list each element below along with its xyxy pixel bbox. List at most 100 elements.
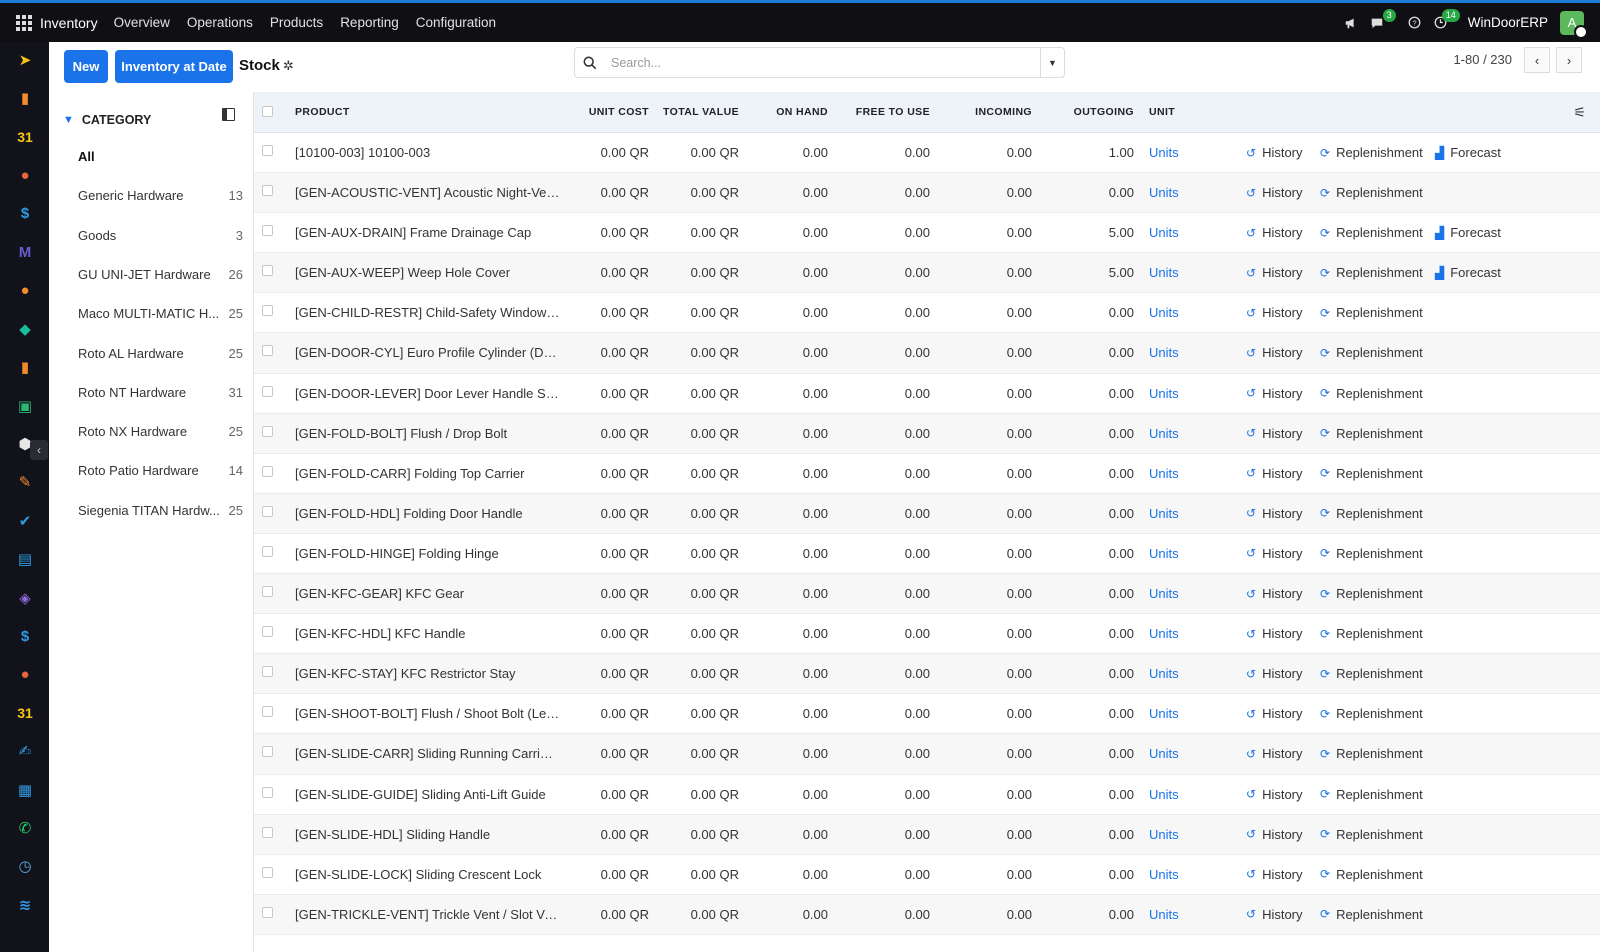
new-button[interactable]: New [64, 50, 108, 83]
header-free-to-use[interactable]: FREE TO USE [855, 106, 930, 118]
manufacturing-icon[interactable]: ◈ [19, 589, 31, 607]
table-row[interactable]: [10100-003] 10100-003 0.00 QR 0.00 QR 0.00 0… [254, 133, 1600, 174]
forecast-button[interactable]: ▟ Forecast [1435, 265, 1501, 280]
dashboard-icon[interactable]: ▮ [20, 90, 30, 108]
calendar-icon[interactable]: 31 [17, 128, 33, 145]
replenishment-button[interactable]: ⟳ Replenishment [1320, 386, 1423, 401]
product-name[interactable]: [GEN-KFC-STAY] KFC Restrictor Stay [295, 666, 516, 682]
history-button[interactable]: ↺ History [1246, 746, 1303, 761]
unit-link[interactable]: Units [1149, 225, 1179, 241]
chevron-left-icon[interactable]: ‹ [1524, 47, 1550, 73]
product-name[interactable]: [GEN-FOLD-HDL] Folding Door Handle [295, 505, 523, 521]
table-row[interactable]: [GEN-SLIDE-CARR] Sliding Running Carriag… [254, 734, 1600, 775]
table-row[interactable]: [GEN-DOOR-LEVER] Door Lever Handle Set (… [254, 374, 1600, 414]
search-bar[interactable]: Search... ▼ [574, 47, 1065, 78]
table-row[interactable]: [GEN-KFC-STAY] KFC Restrictor Stay 0.00 Q… [254, 654, 1600, 695]
unit-link[interactable]: Units [1149, 545, 1179, 561]
product-name[interactable]: [GEN-ACOUSTIC-VENT] Acoustic Night-Ven..… [295, 185, 560, 201]
select-all-checkbox[interactable] [262, 106, 273, 117]
edit-icon[interactable]: ✎ [18, 474, 32, 492]
history-button[interactable]: ↺ History [1246, 867, 1303, 882]
row-checkbox[interactable] [262, 906, 273, 918]
product-name[interactable]: [GEN-AUX-WEEP] Weep Hole Cover [295, 265, 511, 281]
project-icon[interactable]: ✔ [18, 512, 32, 530]
history-button[interactable]: ↺ History [1246, 265, 1303, 280]
unit-link[interactable]: Units [1149, 906, 1179, 922]
table-row[interactable]: [GEN-SLIDE-LOCK] Sliding Crescent Lock 0.… [254, 855, 1600, 895]
unit-link[interactable]: Units [1149, 505, 1179, 521]
product-name[interactable]: [10100-003] 10100-003 [295, 145, 431, 160]
replenishment-button[interactable]: ⟳ Replenishment [1320, 345, 1423, 360]
row-checkbox[interactable] [262, 225, 273, 237]
planning-icon[interactable]: ◷ [18, 858, 32, 876]
unit-link[interactable]: Units [1149, 425, 1179, 441]
history-button[interactable]: ↺ History [1246, 506, 1303, 521]
unit-link[interactable]: Units [1149, 866, 1179, 882]
row-checkbox[interactable] [262, 185, 273, 197]
product-name[interactable]: [GEN-TRICKLE-VENT] Trickle Vent / Slot V… [295, 906, 560, 922]
row-checkbox[interactable] [262, 465, 273, 477]
sales-icon[interactable]: $ [20, 205, 30, 223]
header-product[interactable]: PRODUCT [295, 106, 350, 118]
chat-icon[interactable]: ● [20, 281, 30, 299]
row-checkbox[interactable] [262, 826, 273, 838]
product-name[interactable]: [GEN-FOLD-CARR] Folding Top Carrier [295, 465, 525, 481]
row-checkbox[interactable] [262, 145, 273, 156]
product-name[interactable]: [GEN-SHOOT-BOLT] Flush / Shoot Bolt (Lev… [295, 706, 560, 722]
row-checkbox[interactable] [262, 626, 273, 638]
company-switcher[interactable]: WinDoorERP [1467, 15, 1548, 30]
menu-reporting[interactable]: Reporting [340, 15, 399, 30]
table-row[interactable]: [GEN-SHOOT-BOLT] Flush / Shoot Bolt (Lev… [254, 694, 1600, 735]
category-item[interactable]: Generic Hardware 13 [78, 188, 243, 203]
unit-link[interactable]: Units [1149, 786, 1179, 802]
product-name[interactable]: [GEN-SLIDE-GUIDE] Sliding Anti-Lift Guid… [295, 786, 546, 802]
replenishment-button[interactable]: ⟳ Replenishment [1320, 626, 1423, 641]
activity-clock-icon[interactable]: 14 [1428, 8, 1460, 36]
menu-operations[interactable]: Operations [186, 15, 253, 30]
megaphone-icon[interactable] [1338, 10, 1364, 36]
history-button[interactable]: ↺ History [1246, 827, 1303, 842]
pager-value[interactable]: 1-80 / 230 [1453, 52, 1512, 67]
table-row[interactable]: [GEN-TRICKLE-VENT] Trickle Vent / Slot V… [254, 894, 1600, 935]
product-name[interactable]: [GEN-AUX-DRAIN] Frame Drainage Cap [295, 225, 532, 241]
product-name[interactable]: [GEN-SLIDE-HDL] Sliding Handle [295, 826, 491, 842]
row-checkbox[interactable] [262, 505, 273, 517]
category-item[interactable]: GU UNI-JET Hardware 26 [78, 267, 243, 282]
unit-link[interactable]: Units [1149, 385, 1179, 401]
table-row[interactable]: [GEN-KFC-GEAR] KFC Gear 0.00 QR 0.00 QR 0.0… [254, 574, 1600, 615]
history-button[interactable]: ↺ History [1246, 386, 1303, 401]
unit-link[interactable]: Units [1149, 826, 1179, 842]
invoicing-icon[interactable]: $ [20, 627, 30, 645]
app-name[interactable]: Inventory [40, 14, 98, 31]
inventory-icon[interactable]: ⬢ [18, 436, 32, 453]
history-button[interactable]: ↺ History [1246, 225, 1303, 240]
row-checkbox[interactable] [262, 706, 273, 718]
unit-link[interactable]: Units [1149, 305, 1179, 321]
product-name[interactable]: [GEN-SLIDE-LOCK] Sliding Crescent Lock [295, 866, 542, 882]
category-item[interactable]: Roto NT Hardware 31 [78, 385, 243, 400]
replenishment-button[interactable]: ⟳ Replenishment [1320, 225, 1423, 240]
history-button[interactable]: ↺ History [1246, 907, 1303, 922]
table-row[interactable]: [GEN-ACOUSTIC-VENT] Acoustic Night-Ven..… [254, 173, 1600, 214]
category-item[interactable]: Goods 3 [78, 228, 243, 243]
history-button[interactable]: ↺ History [1246, 666, 1303, 681]
row-checkbox[interactable] [262, 666, 273, 678]
helpdesk-icon[interactable]: ▤ [17, 551, 33, 569]
apps-icon[interactable]: ▦ [17, 781, 33, 799]
calendar2-icon[interactable]: 31 [17, 704, 33, 721]
table-row[interactable]: [GEN-KFC-HDL] KFC Handle 0.00 QR 0.00 QR 0.… [254, 614, 1600, 655]
replenishment-button[interactable]: ⟳ Replenishment [1320, 586, 1423, 601]
history-button[interactable]: ↺ History [1246, 185, 1303, 200]
messages-icon[interactable]: 3 [1364, 8, 1396, 36]
product-name[interactable]: [GEN-FOLD-HINGE] Folding Hinge [295, 545, 499, 561]
history-button[interactable]: ↺ History [1246, 586, 1303, 601]
history-button[interactable]: ↺ History [1246, 466, 1303, 481]
category-item[interactable]: All [78, 149, 243, 164]
replenishment-button[interactable]: ⟳ Replenishment [1320, 787, 1423, 802]
column-settings-icon[interactable]: ⚟ [1573, 104, 1586, 120]
history-button[interactable]: ↺ History [1246, 787, 1303, 802]
table-row[interactable]: [GEN-AUX-DRAIN] Frame Drainage Cap 0.00 Q… [254, 213, 1600, 254]
category-item[interactable]: Roto NX Hardware 25 [78, 424, 243, 439]
row-checkbox[interactable] [262, 545, 273, 557]
unit-link[interactable]: Units [1149, 185, 1179, 201]
